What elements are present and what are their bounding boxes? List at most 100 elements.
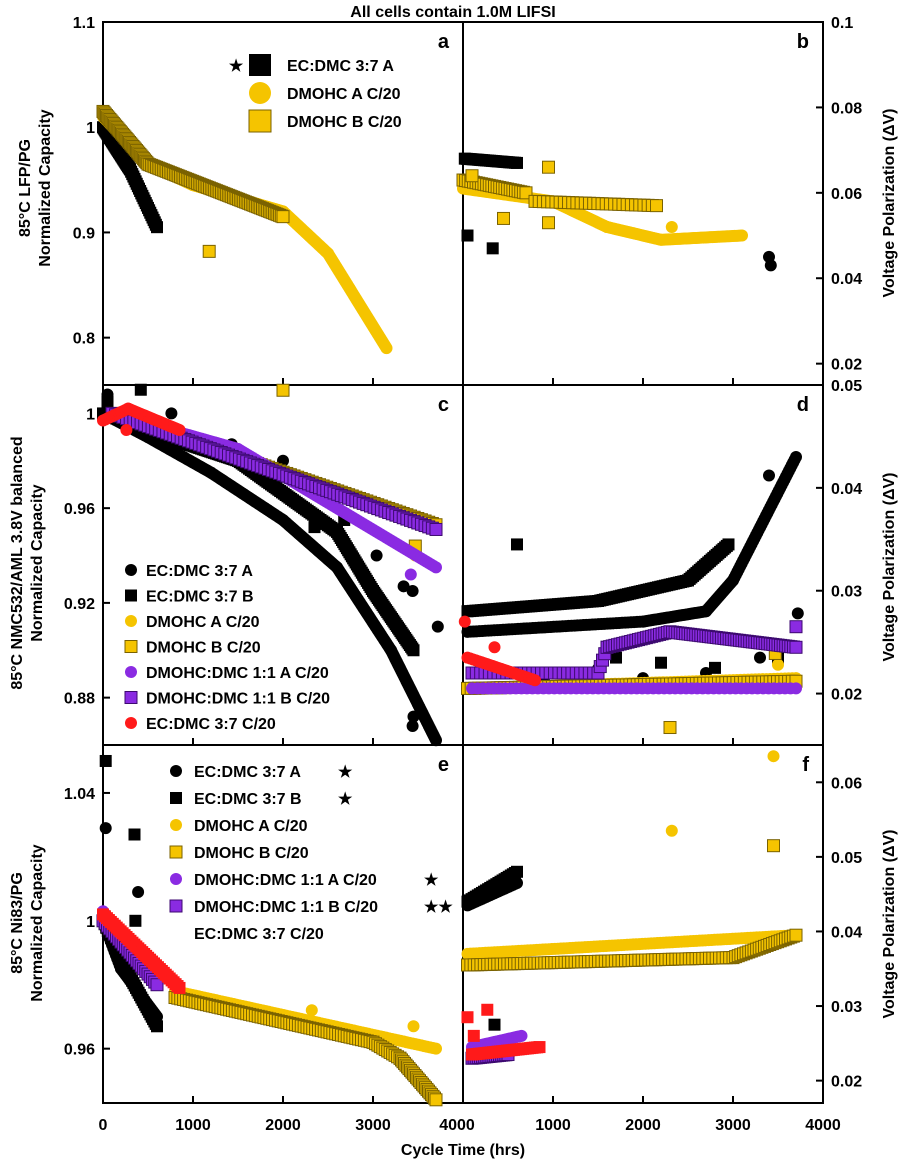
panel-letter-d: d [797,394,809,416]
data-point [789,640,803,654]
data-point [764,259,777,272]
data-point [380,342,393,355]
data-point [511,865,523,878]
ytick-label: 0.04 [831,481,862,498]
legend-marker [169,845,183,859]
data-point [754,651,766,664]
data-point [665,220,678,233]
ytick-label: 0.03 [831,584,862,601]
data-point [736,229,748,242]
ytick-label: 1 [86,120,95,137]
data-point [430,1042,442,1055]
data-point [722,538,735,551]
data-point [313,514,325,526]
data-point [486,242,499,255]
legend-label: DMOHC A C/20 [194,818,308,835]
legend-marker [125,589,137,602]
ylabel-row3-line2: Normalized Capacity [29,844,46,1001]
data-point [790,682,802,695]
ytick-label: 0.06 [831,186,862,203]
data-point [465,169,479,183]
panel-letter-e: e [438,754,449,776]
data-point [488,641,501,654]
data-point [151,1020,163,1033]
data-point [134,383,147,396]
data-point [276,210,290,224]
legend-label: EC:DMC 3:7 C/20 [146,716,276,733]
data-point [407,710,420,723]
data-point [129,914,142,927]
panels: 0.8 0.9 1 1.1 a 0.02 0.04 0.06 0.08 0.1 b 0.88 0.92 0… [64,15,862,1134]
ytick-label: 0.05 [831,850,862,867]
ylabel-row1-line1: 85°C LFP/PG [17,139,34,237]
xtick-label: 1000 [535,1117,571,1134]
xtick-label: 2000 [625,1117,661,1134]
data-point [406,585,419,598]
data-point [772,658,784,671]
xtick-label: 3000 [715,1117,751,1134]
legend-marker [249,82,271,104]
legend-label: DMOHC B C/20 [287,114,402,131]
data-point [497,211,510,225]
ytick-label: 0.9 [73,225,95,242]
ytick-label: 1 [86,914,95,931]
data-point [511,538,523,551]
legend-label: EC:DMC 3:7 A [287,58,394,75]
ylabel-row3-line1: 85°C Ni83/PG [9,872,26,974]
legend-marker [124,640,138,653]
ytick-label: 0.88 [64,691,95,708]
data-point [99,822,112,835]
panel-letter-c: c [438,394,449,416]
legend-marker [170,792,182,804]
xtick-label: 0 [99,1117,108,1134]
data-point [458,615,471,628]
ytick-label: 0.05 [831,378,862,395]
ytick-label: 0.04 [831,271,862,288]
legend-marker [125,717,137,729]
data-point [789,928,803,942]
data-point [151,221,163,234]
x-tick-labels: 0 1000 2000 3000 4000 1000 2000 3000 4000 [99,1117,841,1134]
data-point [791,607,804,620]
x-axis-label: Cycle Time (hrs) [401,1142,525,1159]
ylabel-row2-line1: 85°C NMC532/AML 3.8V balanced [9,436,26,689]
data-point [763,469,775,482]
xtick-label: 3000 [355,1117,391,1134]
data-point [515,1029,528,1042]
right-ylabel-row2: Voltage Polarization (ΔV) [881,473,898,662]
legend-marker [248,109,272,133]
legend-label: EC:DMC 3:7 B [194,791,302,808]
ytick-label: 0.02 [831,687,862,704]
legend-star: ★ [338,791,353,808]
xtick-label: 1000 [175,1117,211,1134]
ytick-label: 1.04 [64,786,95,803]
legend-label: DMOHC:DMC 1:1 B C/20 [194,899,378,916]
data-point [542,216,555,230]
data-point [120,424,133,436]
data-point [165,407,178,420]
panel-letter-f: f [802,754,809,776]
data-point [173,424,186,436]
data-point [430,561,442,574]
data-point [101,395,114,408]
data-point [404,568,417,581]
data-point [305,1004,318,1017]
data-point [397,580,410,593]
data-point [650,199,663,213]
data-point [429,1093,443,1107]
data-point [665,824,678,837]
panel-d: 0.02 0.03 0.04 0.05 d [462,378,862,746]
data-point [511,156,523,169]
data-point [529,674,541,687]
ytick-label: 0.96 [64,1042,95,1059]
data-point [461,1011,474,1024]
data-point [481,1003,494,1016]
ytick-label: 0.04 [831,924,862,941]
legend-marker [169,899,183,913]
legend-marker [249,54,271,76]
data-point [790,451,802,463]
legend-marker [124,691,138,704]
legend-label: DMOHC B C/20 [194,845,309,862]
panel-letter-a: a [438,31,450,53]
